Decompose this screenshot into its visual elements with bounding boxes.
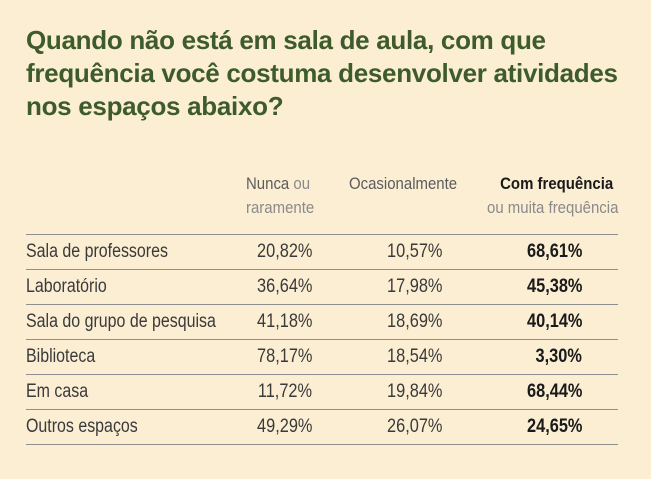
chart-title: Quando não está em sala de aula, com que…: [26, 25, 618, 121]
cell-value: 18,69%: [386, 311, 442, 332]
row-label: Sala de professores: [26, 241, 168, 262]
row-label: Em casa: [26, 381, 89, 402]
row-label: Laboratório: [26, 276, 107, 297]
table-row: Em casa 11,72% 19,84% 68,44%: [26, 375, 618, 410]
cell-value: 78,17%: [256, 346, 312, 367]
cell-value: 68,44%: [526, 381, 582, 402]
column-header-nunca-main: Nunca: [246, 174, 290, 193]
table-row: Outros espaços 49,29% 26,07% 24,65%: [26, 410, 618, 445]
data-table: Sala de professores 20,82% 10,57% 68,61% Lab…: [26, 234, 618, 445]
cell-value: 26,07%: [386, 416, 442, 437]
cell-value: 36,64%: [256, 276, 312, 297]
cell-value: 3,30%: [535, 346, 582, 367]
cell-value: 20,82%: [256, 241, 312, 262]
cell-value: 41,18%: [256, 311, 312, 332]
column-header-nunca-sub1: ou: [293, 174, 311, 193]
cell-value: 45,38%: [526, 276, 582, 297]
column-header-nunca-sub2: raramente: [246, 198, 315, 217]
row-label: Sala do grupo de pesquisa: [26, 311, 216, 332]
column-header-frequencia-sub: ou muita frequência: [487, 198, 619, 217]
row-label: Biblioteca: [26, 346, 96, 367]
cell-value: 19,84%: [386, 381, 442, 402]
cell-value: 68,61%: [526, 241, 582, 262]
table-row: Laboratório 36,64% 17,98% 45,38%: [26, 270, 618, 305]
column-header-ocasionalmente-main: Ocasionalmente: [349, 174, 458, 193]
cell-value: 24,65%: [526, 416, 582, 437]
cell-value: 10,57%: [386, 241, 442, 262]
table-row: Sala de professores 20,82% 10,57% 68,61%: [26, 235, 618, 270]
cell-value: 49,29%: [256, 416, 312, 437]
column-header-nunca: Nunca ou raramente: [246, 172, 314, 220]
cell-value: 11,72%: [257, 381, 312, 402]
cell-value: 18,54%: [386, 346, 442, 367]
column-header-frequencia: Com frequência ou muita frequência: [487, 172, 618, 220]
table-row: Biblioteca 78,17% 18,54% 3,30%: [26, 340, 618, 375]
column-header-frequencia-main: Com frequência: [500, 174, 614, 193]
cell-value: 17,98%: [386, 276, 442, 297]
table-row: Sala do grupo de pesquisa 41,18% 18,69% 40,…: [26, 305, 618, 340]
column-header-ocasionalmente: Ocasionalmente: [349, 172, 457, 196]
row-label: Outros espaços: [26, 416, 138, 437]
cell-value: 40,14%: [526, 311, 582, 332]
